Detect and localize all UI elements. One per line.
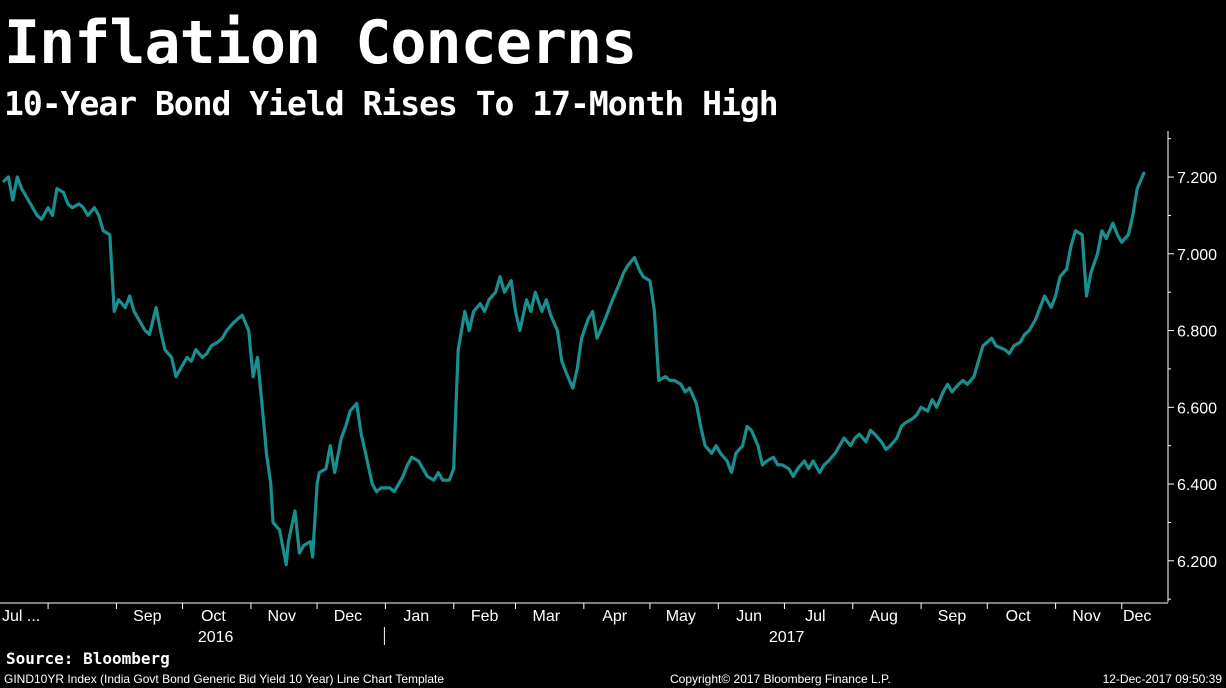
x-tick-label: Aug: [869, 608, 897, 625]
x-tick-label: Jul: [805, 608, 825, 625]
y-axis: 6.200 6.400 6.600 6.800 7.000 7.200: [1167, 131, 1217, 602]
y-tick-label: 7.000: [1177, 247, 1217, 264]
line-chart: 6.200 6.400 6.600 6.800 7.000 7.200 Jul ... Se…: [0, 131, 1217, 646]
footer-copyright: Copyright© 2017 Bloomberg Finance L.P.: [670, 672, 891, 686]
y-tick-label: 7.200: [1177, 170, 1217, 187]
x-year-label: 2017: [769, 629, 805, 646]
series-line-0: [2, 171, 1146, 567]
x-axis: Jul ... Sep Oct Nov Dec Jan Feb Mar Apr May Jun Jul…: [0, 602, 1168, 646]
footer-timestamp: 12-Dec-2017 09:50:39: [1102, 672, 1222, 686]
x-tick-label: May: [666, 608, 696, 625]
x-tick-label: Sep: [938, 608, 967, 625]
y-tick-label: 6.600: [1177, 400, 1217, 417]
x-year-label: 2016: [198, 629, 234, 646]
x-tick-label: Dec: [334, 608, 362, 625]
x-tick-label: Jan: [403, 608, 429, 625]
source-note: Source: Bloomberg: [6, 649, 170, 668]
footer-ticker-description: GIND10YR Index (India Govt Bond Generic …: [4, 672, 445, 686]
plot-area: [2, 171, 1146, 567]
x-tick-label: Jul ...: [2, 608, 40, 625]
x-tick-label: Jun: [736, 608, 762, 625]
y-tick-label: 6.800: [1177, 324, 1217, 341]
y-tick-label: 6.400: [1177, 477, 1217, 494]
x-tick-label: Nov: [268, 608, 296, 625]
x-tick-label: Apr: [602, 608, 628, 625]
x-tick-label: Oct: [1006, 608, 1031, 625]
x-tick-label: Nov: [1072, 608, 1100, 625]
chart-title: Inflation Concerns: [4, 8, 637, 78]
chart-subtitle: 10-Year Bond Yield Rises To 17-Month Hig…: [4, 84, 779, 123]
y-tick-label: 6.200: [1177, 554, 1217, 571]
x-tick-label: Oct: [201, 608, 226, 625]
x-tick-label: Dec: [1123, 608, 1151, 625]
x-tick-label: Mar: [533, 608, 561, 625]
x-tick-label: Feb: [471, 608, 499, 625]
x-tick-label: Sep: [133, 608, 162, 625]
